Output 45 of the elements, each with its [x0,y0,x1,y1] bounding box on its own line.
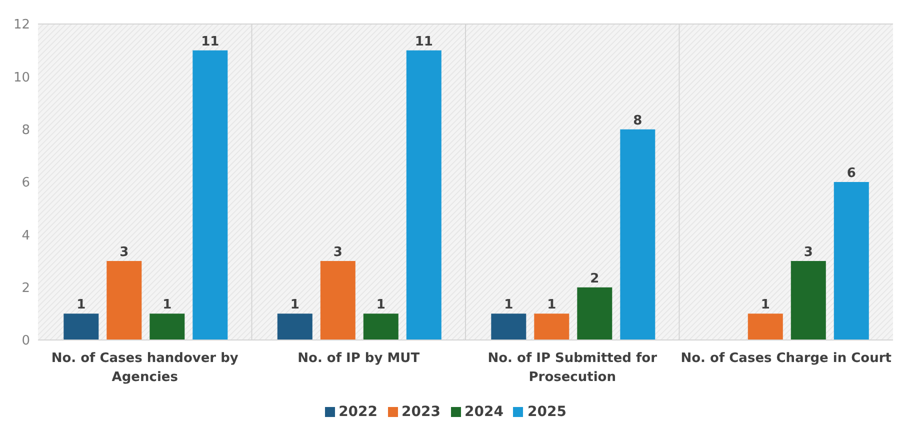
data-label: 3 [333,245,342,260]
data-label: 1 [376,298,386,313]
y-tick-label: 6 [22,176,30,191]
bar [192,50,228,340]
legend-label: 2022 [338,404,378,420]
data-label: 1 [760,298,770,313]
x-tick-label: No. of IP by MUT [298,351,420,366]
data-label: 3 [804,245,813,260]
x-tick-label: No. of IP Submitted for Prosecution [488,351,658,385]
y-tick-label: 12 [13,18,30,33]
bar [748,314,783,340]
data-label: 1 [547,298,556,313]
bar [491,314,526,340]
bar [577,287,612,340]
y-tick-label: 2 [22,280,30,296]
legend-label: 2023 [402,404,440,420]
bar [150,314,185,340]
data-label: 11 [201,34,220,50]
bar [406,50,442,340]
data-label: 11 [414,34,433,50]
bar [790,261,826,340]
data-label: 1 [504,298,514,313]
data-label: 8 [633,113,642,128]
data-label: 6 [846,166,856,181]
data-label: 1 [76,298,86,313]
bar [64,314,99,340]
bar [834,182,869,340]
data-label: 1 [162,298,172,313]
y-tick-label: 10 [13,70,30,86]
bar [620,129,656,340]
bar [320,261,356,340]
y-tick-label: 4 [22,228,30,244]
bar [277,314,312,340]
y-tick-label: 8 [22,122,30,138]
data-label: 1 [290,298,300,313]
x-tick-label: No. of Cases Charge in Court [680,351,892,366]
x-tick-label: No. of Cases handover by Agencies [51,351,239,385]
bar [106,261,142,340]
data-label: 3 [120,245,129,260]
bar [534,314,570,340]
legend-label: 2024 [464,404,504,420]
y-tick-label: 0 [22,334,30,349]
bar [363,314,398,340]
legend-label: 2025 [527,404,566,420]
data-label: 2 [590,271,600,286]
